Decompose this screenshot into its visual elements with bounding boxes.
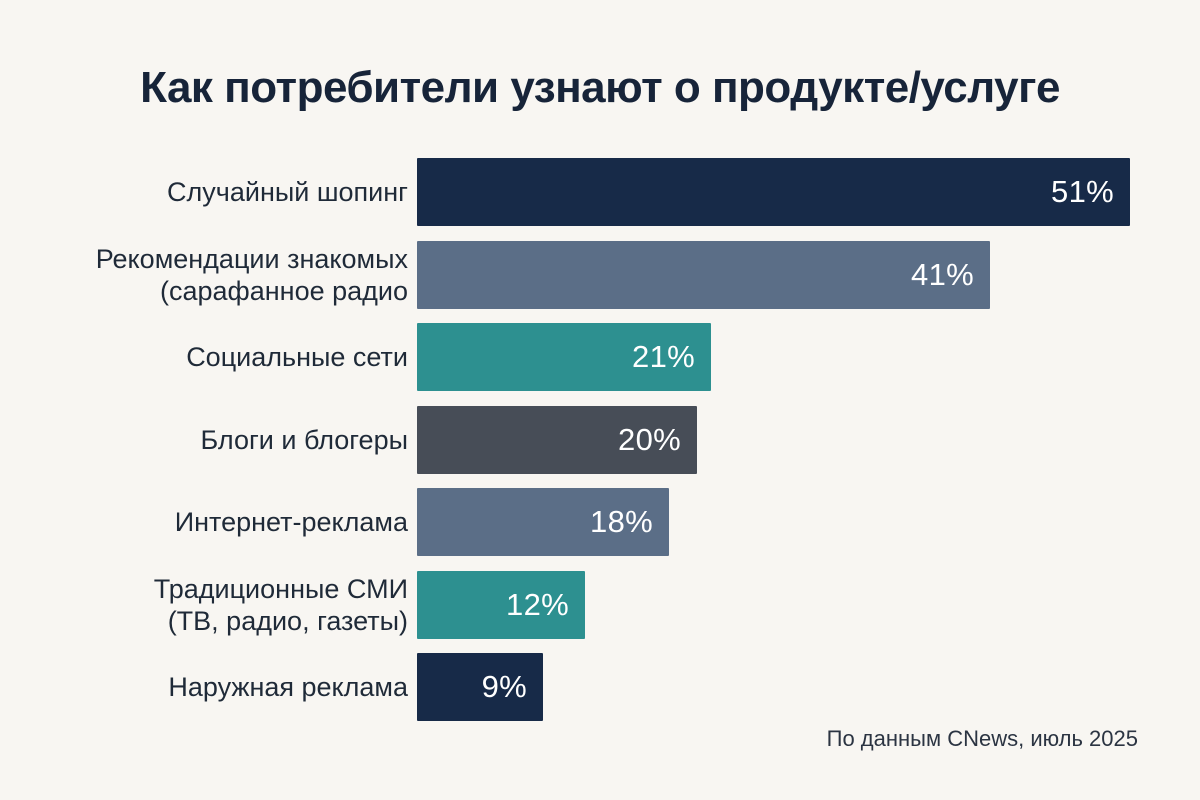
bar-value-label: 51% bbox=[1051, 174, 1114, 209]
bar bbox=[417, 653, 543, 721]
source-note: По данным CNews, июль 2025 bbox=[826, 726, 1138, 751]
bar bbox=[417, 570, 585, 639]
bar bbox=[417, 158, 1130, 226]
bar-value-label: 41% bbox=[911, 256, 974, 292]
bar-label: Социальные сети bbox=[186, 342, 408, 372]
bar bbox=[417, 323, 711, 391]
bar-label: Блоги и блогеры bbox=[200, 425, 408, 455]
bar-value-label: 9% bbox=[481, 669, 527, 704]
bar-label: Случайный шопинг bbox=[167, 177, 408, 207]
bar-value-label: 20% bbox=[618, 421, 681, 457]
bar bbox=[417, 488, 669, 556]
bar-label: Традиционные СМИ (ТВ, радио, газеты) bbox=[153, 574, 408, 636]
chart-title: Как потребители узнают о продукте/услуге bbox=[140, 63, 1060, 112]
bar bbox=[417, 405, 697, 474]
bar-label: Рекомендации знакомых (сарафанное радио bbox=[95, 244, 408, 306]
bar-label: Наружная реклама bbox=[168, 672, 408, 702]
bar-value-label: 21% bbox=[632, 339, 695, 374]
bar-label: Интернет-реклама bbox=[174, 507, 408, 537]
bar-value-label: 12% bbox=[506, 586, 569, 622]
bar bbox=[417, 240, 990, 309]
bar-value-label: 18% bbox=[590, 504, 653, 539]
